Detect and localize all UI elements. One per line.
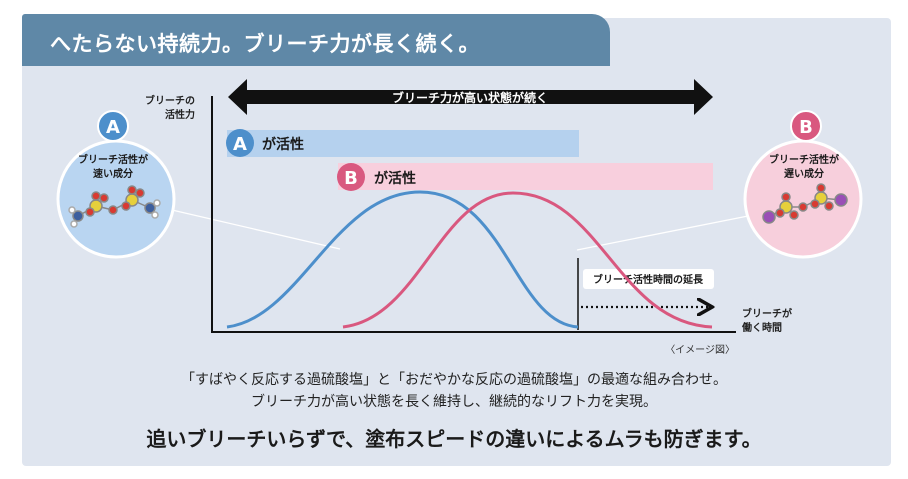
curve-a [226, 190, 579, 329]
x-axis-label-line2: 働く時間 [741, 321, 782, 334]
curve-b [342, 191, 713, 329]
y-axis-label-line2: 活性力 [165, 108, 195, 121]
right-guide-line [576, 215, 749, 251]
left-circle-letter: A [106, 117, 120, 138]
left-circle-badge [97, 110, 129, 142]
duration-arrow-label: ブリーチ力が高い状態が続く [392, 90, 548, 105]
bar-b-label: が活性 [374, 170, 416, 187]
right-circle-line1: ブリーチ活性が [769, 153, 840, 166]
right-circle-line2: 遅い成分 [784, 167, 824, 180]
bar-b [338, 163, 713, 190]
bar-a-badge [226, 129, 254, 157]
bar-a [227, 130, 579, 157]
molecule-b-illustration [762, 183, 848, 224]
page-title: へたらない持続力。ブリーチ力が長く続く。 [50, 32, 480, 56]
image-note: 〈イメージ図〉 [665, 344, 735, 356]
duration-double-arrow [228, 79, 713, 115]
right-circle-letter: B [799, 117, 813, 138]
caption-line-3: 追いブリーチいらずで、塗布スピードの違いによるムラも防ぎます。 [146, 427, 762, 451]
extension-label-box [583, 269, 714, 289]
bar-b-letter: B [344, 168, 358, 189]
molecule-a-illustration [68, 185, 161, 228]
bar-a-label: が活性 [262, 136, 304, 153]
left-circle-line1: ブリーチ活性が [78, 153, 149, 166]
header-tab [22, 14, 610, 66]
x-axis-label-line1: ブリーチが [742, 307, 793, 320]
extension-label: ブリーチ活性時間の延長 [593, 273, 704, 286]
caption-line-2: ブリーチ力が高い状態を長く維持し、継続的なリフト力を実現。 [251, 394, 657, 410]
caption-line-1: 「すばやく反応する過硫酸塩」と「おだやかな反応の過硫酸塩」の最適な組み合わせ。 [181, 372, 727, 388]
right-circle-badge [790, 110, 822, 142]
bar-b-badge [337, 163, 365, 191]
left-guide-line [171, 209, 341, 250]
y-axis-label-line1: ブリーチの [145, 94, 195, 107]
bar-a-letter: A [233, 134, 247, 155]
left-circle-line2: 速い成分 [93, 167, 133, 180]
